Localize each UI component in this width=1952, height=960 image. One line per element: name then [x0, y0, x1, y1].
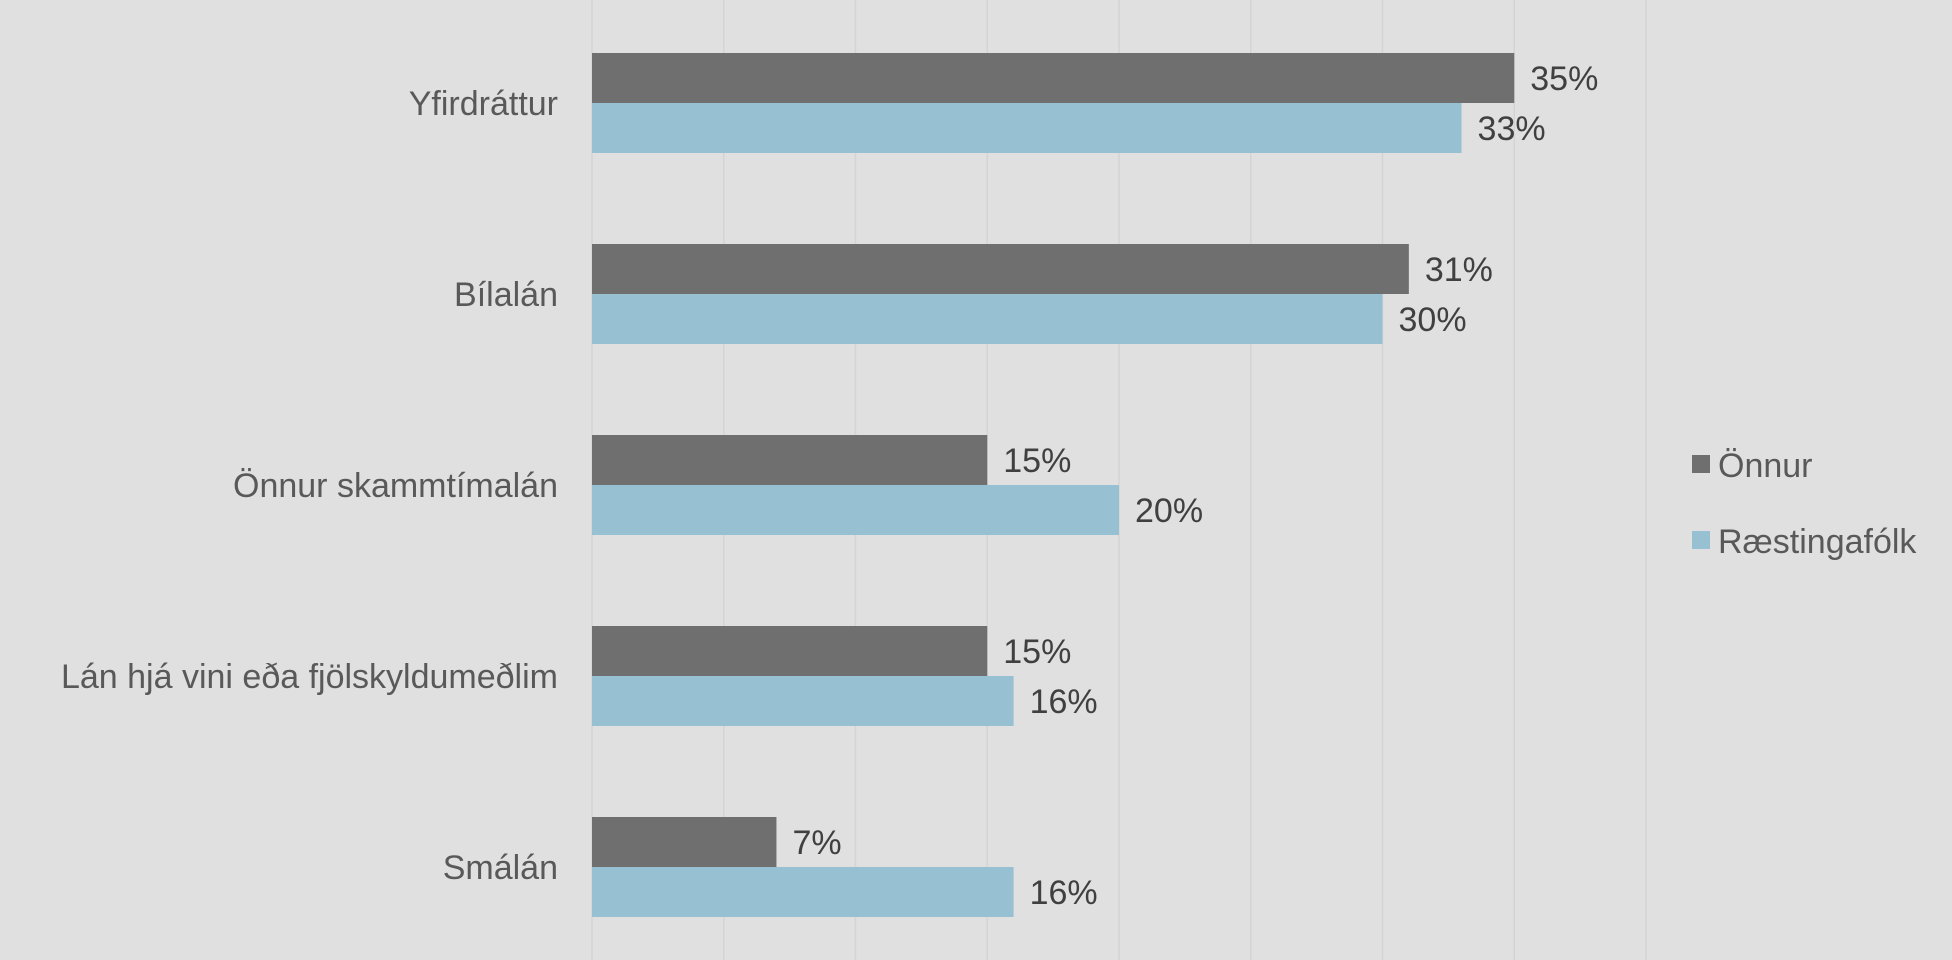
value-labels: 35% 33% 31% 30% 15% 20% 15% 16% 7% 16% [792, 60, 1598, 912]
data-label: 16% [1030, 874, 1098, 912]
bar-raestingafolk [592, 103, 1462, 153]
bar-raestingafolk [592, 485, 1119, 535]
bar-raestingafolk [592, 294, 1383, 344]
legend-label: Ræstingafólk [1718, 523, 1917, 561]
bar-onnur [592, 435, 988, 485]
bar-raestingafolk [592, 676, 1014, 726]
bar-onnur [592, 244, 1409, 294]
data-label: 15% [1003, 442, 1071, 480]
legend: Önnur Ræstingafólk [1692, 447, 1917, 561]
data-label: 33% [1478, 110, 1546, 148]
bar-raestingafolk [592, 867, 1014, 917]
data-label: 20% [1135, 492, 1203, 530]
category-labels: Yfirdráttur Bílalán Önnur skammtímalán Lán … [61, 85, 558, 887]
category-label: Önnur skammtímalán [233, 467, 558, 505]
data-label: 16% [1030, 683, 1098, 721]
data-label: 30% [1399, 301, 1467, 339]
legend-label: Önnur [1718, 447, 1813, 485]
data-label: 35% [1530, 60, 1598, 98]
bars [592, 53, 1515, 917]
category-label: Bílalán [454, 276, 558, 314]
data-label: 15% [1003, 633, 1071, 671]
category-label: Lán hjá vini eða fjölskyldumeðlim [61, 658, 558, 696]
legend-swatch [1692, 455, 1710, 473]
legend-swatch [1692, 531, 1710, 549]
category-label: Yfirdráttur [409, 85, 558, 123]
category-label: Smálán [443, 849, 558, 887]
data-label: 31% [1425, 251, 1493, 289]
bar-onnur [592, 626, 988, 676]
gridlines [591, 0, 1647, 960]
bar-onnur [592, 53, 1515, 103]
bar-onnur [592, 817, 777, 867]
data-label: 7% [792, 824, 841, 862]
